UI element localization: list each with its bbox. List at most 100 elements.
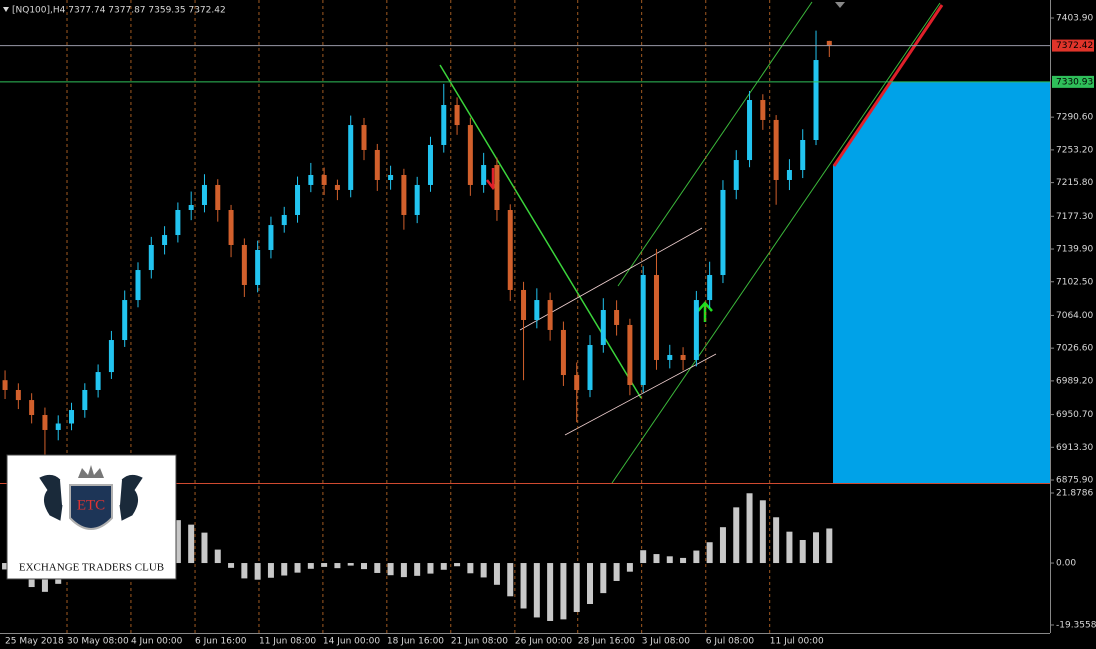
time-tick-label: 18 Jun 16:00: [387, 637, 444, 647]
target-zone: [833, 82, 1050, 483]
histogram-bar: [520, 563, 527, 609]
histogram-bar: [493, 563, 500, 585]
time-tick-label: 6 Jul 08:00: [706, 637, 755, 647]
candle-body: [268, 225, 274, 250]
candle-body: [680, 354, 686, 360]
y-tick-label: 6950.70: [1056, 410, 1093, 420]
candle-body: [640, 275, 646, 385]
candle-body: [574, 375, 580, 390]
histogram-bar: [307, 563, 314, 569]
histogram-bar: [454, 563, 461, 567]
channel-line: [617, 1, 813, 287]
histogram-bar: [600, 563, 607, 594]
candle-body: [308, 175, 314, 185]
candle-body: [215, 184, 221, 210]
candle-body: [786, 170, 792, 180]
logo-crest: [39, 474, 143, 521]
time-tick-label: 11 Jul 00:00: [770, 637, 824, 647]
candle-body: [55, 423, 61, 430]
histogram-bar: [640, 550, 647, 564]
histogram-bar: [347, 563, 354, 566]
price-level-label: 7330.93: [1056, 77, 1093, 87]
candle-body: [401, 175, 407, 215]
shift-marker: [835, 2, 845, 8]
logo-crown: [78, 465, 104, 478]
candle-body: [334, 184, 340, 190]
candle-body: [441, 105, 447, 145]
candle-body: [414, 184, 420, 215]
candle-body: [295, 184, 301, 215]
candle-body: [467, 125, 473, 185]
candle-body: [773, 119, 779, 180]
y-tick-label: 7139.90: [1056, 245, 1093, 255]
histogram-bar: [719, 527, 726, 564]
histogram-bar: [294, 563, 301, 573]
candle-body: [693, 300, 699, 360]
candle-body: [481, 165, 487, 185]
candle-body: [813, 60, 819, 140]
candle-body: [122, 300, 128, 341]
candle-body: [361, 125, 367, 150]
candle-body: [600, 310, 606, 346]
candle-body: [15, 389, 21, 401]
y-tick-label: 7177.30: [1056, 212, 1093, 222]
target-line: [832, 4, 944, 167]
histogram-bar: [706, 542, 713, 564]
histogram-bar: [281, 563, 288, 576]
candle-body: [614, 310, 620, 325]
logo: ETC EXCHANGE TRADERS CLUB: [6, 454, 177, 580]
time-tick-label: 14 Jun 00:00: [323, 637, 380, 647]
candle-body: [69, 410, 75, 424]
candle-body: [720, 189, 726, 276]
candle-body: [388, 175, 394, 180]
histogram-bar: [480, 563, 487, 578]
histogram-bar: [680, 557, 687, 564]
logo-shield: [69, 484, 113, 530]
candle-body: [653, 275, 659, 360]
channel-line: [611, 2, 941, 484]
price-level-badge: [1052, 39, 1094, 52]
histogram-bar: [693, 550, 700, 564]
time-tick-label: 6 Jun 16:00: [195, 637, 247, 647]
histogram-bar: [626, 563, 633, 572]
histogram-bar: [653, 554, 660, 564]
histogram-bar: [440, 563, 447, 570]
price-level-badge: [1052, 75, 1094, 88]
histogram-bar: [188, 524, 195, 564]
candle-body: [95, 372, 101, 390]
y-tick-label: 6913.30: [1056, 443, 1093, 453]
candle-body: [800, 140, 806, 171]
candle-body: [82, 389, 88, 411]
candle-body: [667, 354, 673, 360]
y-tick-label: 0.00: [1056, 559, 1076, 569]
y-tick-label: 6989.20: [1056, 376, 1093, 386]
candle-body: [521, 289, 527, 320]
candle-body: [241, 245, 247, 285]
time-tick-label: 25 May 2018: [5, 637, 64, 647]
histogram-bar: [533, 563, 540, 618]
y-tick-label: 7403.90: [1056, 14, 1093, 24]
candle-body: [427, 144, 433, 185]
histogram-bar: [666, 556, 673, 564]
histogram-bar: [587, 563, 594, 605]
logo-name: EXCHANGE TRADERS CLUB: [19, 562, 164, 574]
buy-arrow: [697, 301, 713, 322]
candle-body: [255, 249, 261, 285]
y-tick-label: 7253.20: [1056, 145, 1093, 155]
candle-body: [627, 324, 633, 385]
y-tick-label: -19.3558: [1056, 620, 1096, 630]
histogram-bar: [228, 563, 235, 568]
chart-header: [NQ100],H4 7377.74 7377.87 7359.35 7372.…: [12, 6, 226, 16]
histogram-bar: [573, 563, 580, 613]
candle-body: [175, 210, 181, 236]
histogram-bar: [334, 563, 341, 569]
histogram-bar: [560, 563, 567, 620]
histogram-bar: [361, 563, 368, 570]
price-level-label: 7372.42: [1056, 41, 1093, 51]
candle-body: [188, 205, 194, 210]
time-tick-label: 30 May 08:00: [67, 637, 129, 647]
candle-body: [454, 105, 460, 126]
candle-body: [281, 214, 287, 226]
histogram-bar: [387, 563, 394, 576]
trend-line: [439, 64, 642, 399]
